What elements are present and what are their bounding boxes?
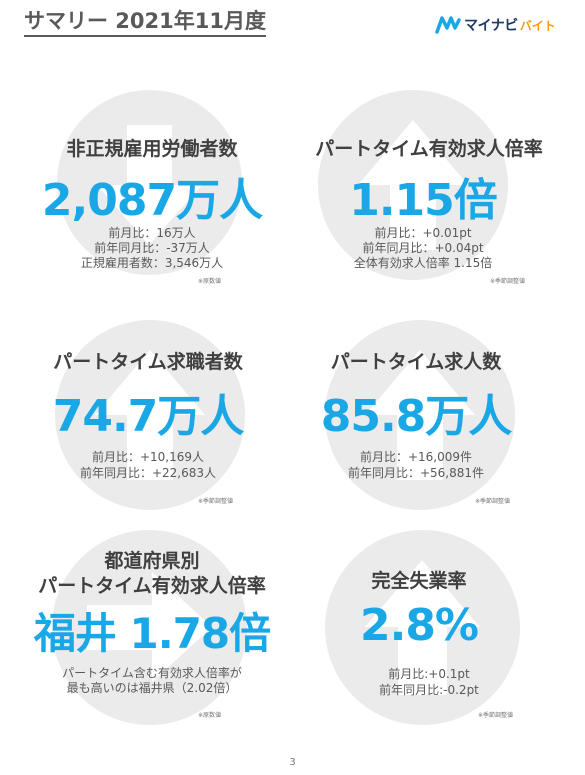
card-value: 1.15倍 — [349, 175, 498, 226]
card-label: 完全失業率 — [371, 570, 467, 592]
mynavi-baito-logo: マイナビ バイト — [435, 12, 556, 38]
card-non-regular-workers: 非正規雇用労働者数 2,087万人 前月比：16万人 前年同月比：-37万人 正… — [0, 60, 292, 290]
card-value: 2,087万人 — [41, 175, 263, 226]
circle-background — [325, 320, 515, 510]
page-number: 3 — [289, 757, 296, 768]
card-note: ※季節調整値 — [478, 712, 514, 719]
card-note: ※季節調整値 — [490, 278, 526, 285]
card-sub-3: 全体有効求人倍率 1.15倍 — [353, 256, 493, 270]
card-sub-2: 前年同月比:-0.2pt — [379, 683, 479, 697]
logo-subtext: バイト — [519, 18, 556, 33]
card-value: 2.8% — [359, 600, 479, 651]
card-sub-2: 最も高いのは福井県（2.02倍） — [66, 681, 238, 695]
circle-background — [55, 320, 245, 510]
card-sub-1: 前月比：+16,009件 — [359, 450, 473, 464]
card-unemployment-rate: 完全失業率 2.8% 前月比:+0.1pt 前年同月比:-0.2pt ※季節調整… — [285, 520, 577, 750]
card-note: ※原数値 — [198, 278, 222, 285]
card-label-line-2: パートタイム有効求人倍率 — [38, 575, 266, 597]
card-value: 福井 1.78倍 — [33, 609, 271, 658]
circle-background — [325, 530, 520, 725]
card-label: パートタイム有効求人倍率 — [315, 138, 543, 160]
logo-text: マイナビ — [464, 18, 518, 34]
card-part-time-job-ratio: パートタイム有効求人倍率 1.15倍 前月比：+0.01pt 前年同月比：+0.… — [285, 60, 577, 290]
card-note: ※原数値 — [198, 712, 222, 719]
circle-background — [318, 90, 508, 280]
card-value: 74.7万人 — [52, 391, 245, 442]
card-part-time-job-seekers: パートタイム求職者数 74.7万人 前月比：+10,169人 前年同月比：+22… — [0, 290, 292, 520]
card-sub-2: 前年同月比：-37万人 — [94, 241, 210, 255]
page-title: サマリー 2021年11月度 — [24, 8, 266, 37]
card-sub-1: 前月比：16万人 — [108, 226, 196, 240]
card-label: パートタイム求人数 — [330, 351, 502, 373]
arrow-right-icon — [87, 572, 212, 682]
card-value: 85.8万人 — [320, 391, 513, 442]
card-sub-2: 前年同月比：+22,683人 — [79, 466, 217, 480]
arrow-up-icon — [365, 560, 480, 695]
card-label: パートタイム求職者数 — [53, 351, 243, 373]
card-prefecture-job-ratio: 都道府県別 パートタイム有効求人倍率 福井 1.78倍 パートタイム含む有効求人… — [0, 520, 292, 750]
card-note: ※季節調整値 — [475, 498, 511, 505]
card-sub-3: 正規雇用者数：3,546万人 — [80, 256, 224, 270]
arrow-up-icon — [95, 350, 205, 480]
card-note: ※季節調整値 — [198, 498, 234, 505]
circle-background — [57, 90, 242, 275]
arrow-up-icon — [365, 350, 475, 480]
card-sub-1: 前月比:+0.1pt — [388, 667, 470, 681]
card-sub-1: 前月比：+0.01pt — [374, 226, 472, 240]
card-sub-1: パートタイム含む有効求人倍率が — [62, 666, 242, 680]
arrow-up-icon — [358, 120, 468, 250]
card-sub-2: 前年同月比：+56,881件 — [347, 466, 485, 480]
logo-icon — [435, 16, 461, 34]
circle-background — [52, 530, 247, 725]
card-label: 非正規雇用労働者数 — [66, 138, 238, 160]
card-label-line-1: 都道府県別 — [104, 550, 200, 572]
card-sub-1: 前月比：+10,169人 — [91, 450, 205, 464]
card-sub-2: 前年同月比：+0.04pt — [362, 241, 484, 255]
arrow-down-icon — [97, 125, 202, 245]
card-part-time-job-openings: パートタイム求人数 85.8万人 前月比：+16,009件 前年同月比：+56,… — [285, 290, 577, 520]
